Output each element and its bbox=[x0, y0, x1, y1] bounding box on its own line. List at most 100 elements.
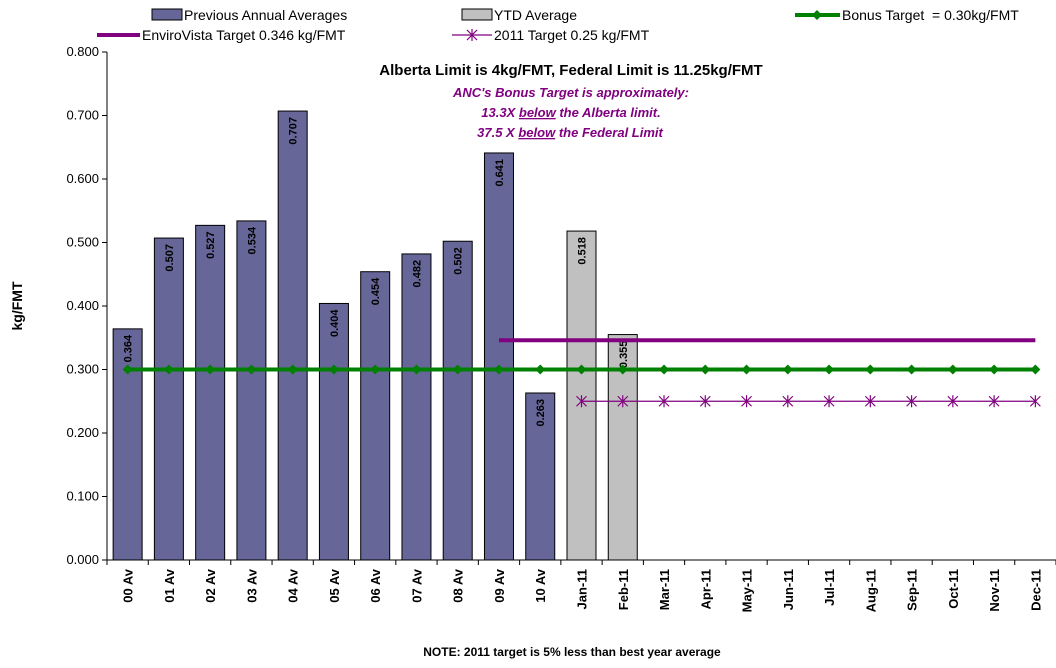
bar-value-label: 0.404 bbox=[329, 309, 341, 337]
x-category-label: May-11 bbox=[740, 569, 755, 612]
annotation-alberta-ratio: 13.3X bbox=[481, 105, 516, 120]
x-category-label: 10 Av bbox=[533, 568, 548, 602]
annotations: Alberta Limit is 4kg/FMT, Federal Limit … bbox=[379, 62, 762, 659]
x-category-label: Oct-11 bbox=[946, 569, 961, 609]
marker-diamond bbox=[1030, 364, 1041, 375]
bar-previous-annual-averages bbox=[318, 302, 349, 561]
marker-diamond bbox=[246, 364, 257, 375]
chart-note: NOTE: 2011 target is 5% less than best y… bbox=[423, 645, 721, 659]
annotation-federal-rest: the Federal Limit bbox=[559, 125, 664, 140]
y-tick-label: 0.000 bbox=[66, 552, 99, 567]
marker-diamond bbox=[452, 364, 463, 375]
y-tick-label: 0.800 bbox=[66, 44, 99, 59]
marker-asterisk bbox=[947, 395, 959, 408]
marker-asterisk bbox=[658, 395, 670, 408]
marker-asterisk bbox=[576, 395, 587, 408]
legend-label-2011-target: 2011 Target 0.25 kg/FMT bbox=[494, 27, 650, 43]
marker-diamond bbox=[576, 364, 587, 375]
bar-value-label: 0.527 bbox=[205, 231, 217, 259]
marker-asterisk bbox=[617, 395, 629, 408]
marker-diamond bbox=[163, 364, 174, 375]
bar-previous-annual-averages bbox=[525, 392, 556, 561]
marker-diamond bbox=[493, 364, 504, 375]
x-category-label: 04 Av bbox=[286, 568, 301, 602]
bar-previous-annual-averages bbox=[153, 237, 184, 561]
chart-title: Alberta Limit is 4kg/FMT, Federal Limit … bbox=[379, 62, 762, 79]
marker-diamond bbox=[411, 364, 422, 375]
bar-value-label: 0.482 bbox=[411, 260, 423, 288]
category-labels: 00 Av 01 Av 02 Av 03 Av 04 Av 05 Av 06 Av 07 Av… bbox=[121, 568, 1044, 612]
bar-value-label: 0.263 bbox=[535, 399, 547, 427]
marker-diamond bbox=[535, 364, 546, 375]
bar-previous-annual-averages bbox=[195, 224, 226, 561]
marker-diamond bbox=[122, 364, 133, 375]
bar-previous-annual-averages bbox=[401, 253, 432, 561]
marker-asterisk bbox=[699, 395, 711, 408]
annotation-alberta-below: below bbox=[519, 105, 557, 120]
x-category-label: Dec-11 bbox=[1028, 569, 1043, 611]
target-lines bbox=[122, 338, 1041, 408]
bar-previous-annual-averages bbox=[112, 328, 143, 561]
legend-label-envirovista-target: EnviroVista Target 0.346 kg/FMT bbox=[142, 27, 346, 43]
x-category-label: 07 Av bbox=[409, 568, 424, 602]
marker-diamond bbox=[205, 364, 216, 375]
marker-diamond bbox=[700, 364, 711, 375]
marker-diamond bbox=[824, 364, 835, 375]
legend: Previous Annual Averages YTD Average Bon… bbox=[97, 7, 1019, 43]
bar-value-label: 0.454 bbox=[370, 277, 382, 305]
axes bbox=[106, 52, 1056, 561]
y-tick-label: 0.300 bbox=[66, 362, 99, 377]
legend-marker-bonus-target bbox=[812, 10, 822, 20]
marker-diamond bbox=[659, 364, 670, 375]
x-category-label: 05 Av bbox=[327, 568, 342, 602]
marker-asterisk bbox=[782, 395, 794, 408]
legend-label-previous-annual-averages: Previous Annual Averages bbox=[184, 7, 347, 23]
x-category-label: Jul-11 bbox=[822, 569, 837, 606]
x-category-label: 09 Av bbox=[492, 568, 507, 602]
annotation-alberta-line: 13.3X below the Alberta limit. bbox=[481, 105, 660, 120]
annotation-federal-ratio: 37.5 X bbox=[477, 125, 516, 140]
y-tick-label: 0.500 bbox=[66, 235, 99, 250]
x-category-label: Apr-11 bbox=[698, 569, 713, 609]
marker-asterisk bbox=[906, 395, 918, 408]
x-category-label: 01 Av bbox=[162, 568, 177, 602]
marker-diamond bbox=[370, 364, 381, 375]
bar-previous-annual-averages bbox=[277, 110, 308, 561]
marker-diamond bbox=[328, 364, 339, 375]
x-category-label: Nov-11 bbox=[987, 569, 1002, 612]
x-category-label: 02 Av bbox=[203, 568, 218, 602]
marker-diamond bbox=[741, 364, 752, 375]
x-category-label: Aug-11 bbox=[863, 569, 878, 612]
x-category-label: Mar-11 bbox=[657, 569, 672, 610]
legend-swatch-previous-annual-averages bbox=[151, 8, 183, 21]
bar-previous-annual-averages bbox=[236, 220, 267, 561]
marker-diamond bbox=[947, 364, 958, 375]
marker-diamond bbox=[989, 364, 1000, 375]
x-category-label: Sep-11 bbox=[905, 569, 920, 611]
legend-marker-2011-target bbox=[466, 29, 478, 41]
y-tick-label: 0.100 bbox=[66, 489, 99, 504]
x-category-label: 08 Av bbox=[451, 568, 466, 602]
annotation-federal-line: 37.5 X below the Federal Limit bbox=[477, 125, 663, 140]
marker-diamond bbox=[865, 364, 876, 375]
bar-previous-annual-averages bbox=[360, 271, 391, 561]
bar-value-label: 0.641 bbox=[494, 159, 506, 187]
bar-value-label: 0.364 bbox=[123, 334, 135, 362]
marker-diamond bbox=[782, 364, 793, 375]
bar-previous-annual-averages bbox=[442, 240, 473, 561]
bars: 0.364 0.507 0.527 0.534 0.707 0.404 0.454 0.482… bbox=[112, 110, 638, 561]
x-category-label: 06 Av bbox=[368, 568, 383, 602]
marker-asterisk bbox=[1029, 395, 1041, 408]
marker-diamond bbox=[906, 364, 917, 375]
legend-label-bonus-target: Bonus Target = 0.30kg/FMT bbox=[842, 7, 1019, 23]
y-ticks: 0.000 0.100 0.200 0.300 0.400 0.500 0.600 0.700… bbox=[66, 44, 1056, 567]
x-category-label: 00 Av bbox=[121, 568, 136, 602]
x-category-label: Jun-11 bbox=[781, 569, 796, 610]
y-tick-label: 0.200 bbox=[66, 425, 99, 440]
bar-value-label: 0.707 bbox=[288, 117, 300, 145]
marker-asterisk bbox=[864, 395, 876, 408]
legend-label-ytd-average: YTD Average bbox=[494, 7, 577, 23]
bar-value-label: 0.355 bbox=[618, 341, 630, 369]
x-category-label: Feb-11 bbox=[616, 569, 631, 610]
